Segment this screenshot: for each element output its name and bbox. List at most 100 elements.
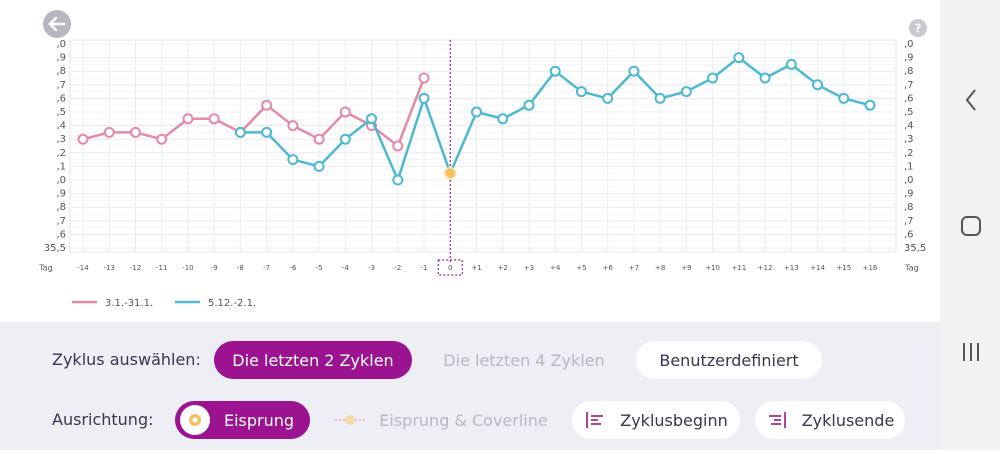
data-point bbox=[103, 126, 115, 138]
x-tick-label: -8 bbox=[237, 264, 244, 272]
ovulation-point bbox=[444, 166, 457, 180]
y-tick-label: ,6 bbox=[56, 229, 66, 240]
x-tick-label: +16 bbox=[863, 264, 878, 272]
cycle-label: Zyklus auswählen: bbox=[52, 350, 201, 369]
data-point bbox=[313, 133, 325, 145]
data-point bbox=[129, 126, 141, 138]
legend-label: 5.12.-2.1. bbox=[208, 298, 256, 309]
y2-tick-label: ,6 bbox=[904, 229, 914, 240]
nav-recent[interactable] bbox=[963, 343, 979, 361]
y2-tick-label: 35,5 bbox=[904, 243, 926, 254]
y2-tick-label: ,5 bbox=[904, 107, 914, 118]
button-text: Die letzten 2 Zyklen bbox=[232, 350, 394, 370]
y2-tick-label: ,3 bbox=[904, 134, 914, 145]
y-tick-label: ,8 bbox=[56, 66, 66, 77]
cycle-end-icon bbox=[768, 412, 786, 428]
x-axis-label: Tag bbox=[904, 264, 919, 273]
y-tick-label: ,8 bbox=[56, 202, 66, 213]
data-point bbox=[156, 133, 168, 145]
data-point bbox=[707, 72, 719, 84]
data-point bbox=[575, 86, 587, 98]
data-point bbox=[418, 72, 430, 84]
alignment-option[interactable]: Zyklusende bbox=[755, 401, 905, 439]
x-tick-label: +9 bbox=[681, 264, 691, 272]
data-point bbox=[208, 113, 220, 125]
y2-tick-label: ,9 bbox=[904, 189, 914, 200]
x-tick-label: +14 bbox=[810, 264, 825, 272]
data-point bbox=[392, 140, 404, 152]
data-point bbox=[759, 72, 771, 84]
y2-tick-label: ,9 bbox=[904, 53, 914, 64]
data-point bbox=[418, 92, 430, 104]
data-point bbox=[182, 113, 194, 125]
help-button[interactable] bbox=[909, 19, 927, 37]
cycle-option[interactable]: Benutzerdefiniert bbox=[636, 341, 822, 379]
data-point bbox=[549, 65, 561, 77]
alignment-option[interactable]: Eisprung bbox=[175, 401, 310, 439]
x-tick-label: +4 bbox=[550, 264, 561, 272]
x-tick-label: -11 bbox=[156, 264, 167, 272]
data-point bbox=[654, 92, 666, 104]
x-tick-label: -1 bbox=[421, 264, 428, 272]
button-text: Zyklusbeginn bbox=[620, 410, 728, 430]
y-tick-label: ,9 bbox=[56, 189, 66, 200]
alignment-option[interactable]: Zyklusbeginn bbox=[572, 401, 740, 439]
x-axis-label: Tag bbox=[38, 264, 53, 273]
x-tick-label: -2 bbox=[394, 264, 401, 272]
y2-tick-label: ,4 bbox=[904, 121, 914, 132]
x-tick-label: -12 bbox=[130, 264, 141, 272]
y2-tick-label: ,1 bbox=[904, 161, 914, 172]
alignment-option[interactable]: Eisprung & Coverline bbox=[325, 401, 558, 439]
x-tick-label: -3 bbox=[368, 264, 375, 272]
x-tick-label: -7 bbox=[263, 264, 270, 272]
x-tick-label: -9 bbox=[211, 264, 218, 272]
x-tick-label: -4 bbox=[342, 264, 350, 272]
x-tick-label: +12 bbox=[758, 264, 773, 272]
cycle-option[interactable]: Die letzten 4 Zyklen bbox=[425, 341, 623, 379]
y2-tick-label: ,0 bbox=[904, 175, 914, 186]
data-point bbox=[523, 99, 535, 111]
x-tick-label: +13 bbox=[784, 264, 799, 272]
y-tick-label: ,9 bbox=[56, 53, 66, 64]
x-tick-label: -5 bbox=[316, 264, 323, 272]
data-point bbox=[234, 126, 246, 138]
coverline-icon bbox=[335, 415, 366, 425]
data-point bbox=[77, 133, 89, 145]
help-icon: ? bbox=[915, 22, 922, 36]
data-point bbox=[392, 174, 404, 186]
x-tick-label: +8 bbox=[655, 264, 665, 272]
back-icon bbox=[48, 16, 66, 32]
x-tick-label: +15 bbox=[836, 264, 851, 272]
y-tick-label: ,7 bbox=[56, 80, 66, 91]
y2-tick-label: ,8 bbox=[904, 202, 914, 213]
x-tick-label: +10 bbox=[705, 264, 720, 272]
cycle-start-icon bbox=[586, 412, 604, 428]
button-text: Benutzerdefiniert bbox=[659, 350, 799, 370]
data-point bbox=[680, 86, 692, 98]
x-tick-label: -13 bbox=[104, 264, 115, 272]
data-point bbox=[733, 52, 745, 64]
button-text: Zyklusende bbox=[801, 410, 895, 430]
data-point bbox=[602, 92, 614, 104]
data-point bbox=[287, 154, 299, 166]
nav-back[interactable] bbox=[965, 89, 976, 111]
x-tick-label: +7 bbox=[629, 264, 639, 272]
data-point bbox=[261, 126, 273, 138]
x-tick-label: +1 bbox=[471, 264, 481, 272]
nav-home[interactable] bbox=[961, 216, 981, 236]
y-tick-label: ,1 bbox=[56, 161, 66, 172]
x-tick-label: -10 bbox=[182, 264, 193, 272]
cycle-option[interactable]: Die letzten 2 Zyklen bbox=[214, 341, 412, 379]
data-point bbox=[812, 79, 824, 91]
x-tick-label: -14 bbox=[77, 264, 89, 272]
nav-icons bbox=[961, 89, 981, 361]
data-point bbox=[339, 133, 351, 145]
data-point bbox=[628, 65, 640, 77]
y-tick-label: ,3 bbox=[56, 134, 66, 145]
legend-label: 3.1.-31.1. bbox=[105, 298, 153, 309]
ovulation-icon bbox=[180, 405, 210, 435]
x-tick-label: +11 bbox=[731, 264, 746, 272]
data-point bbox=[497, 113, 509, 125]
y2-tick-label: ,6 bbox=[904, 93, 914, 104]
